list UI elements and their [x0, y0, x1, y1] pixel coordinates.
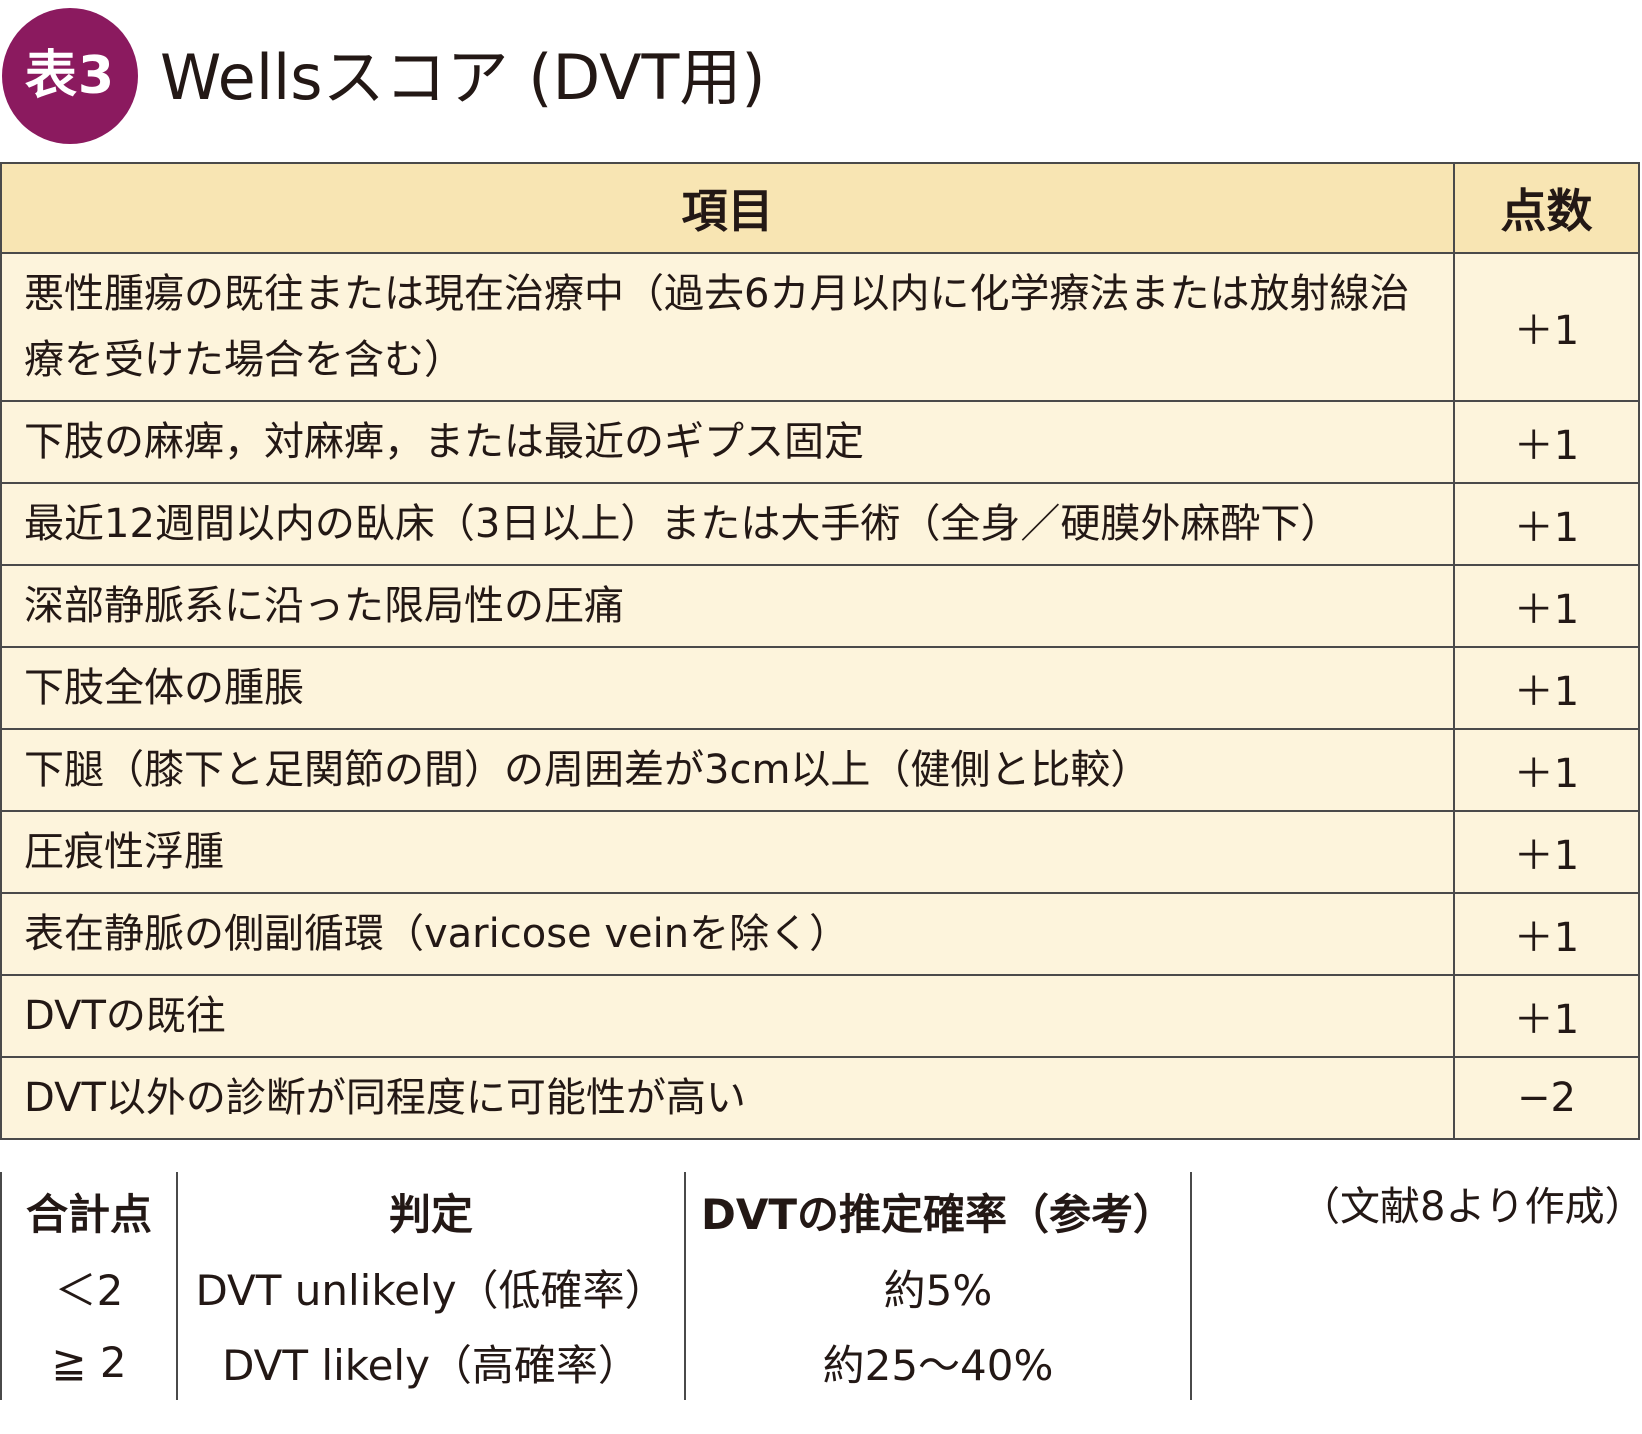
probability-header: DVTの推定確率（参考）	[685, 1172, 1192, 1250]
total-score-cell: ＜2	[0, 1250, 178, 1325]
row-points: ＋1	[1453, 646, 1640, 730]
table-row: ＜2 DVT unlikely（低確率） 約5%	[0, 1250, 1192, 1325]
table-row: 悪性腫瘍の既往または現在治療中（過去6カ月以内に化学療法または放射線治療を受けた…	[0, 252, 1640, 402]
row-points: ＋1	[1453, 728, 1640, 812]
row-points: ＋1	[1453, 252, 1640, 402]
judgement-header: 判定	[177, 1172, 686, 1250]
judgement-cell: DVT likely（高確率）	[177, 1325, 686, 1400]
probability-cell: 約5%	[685, 1250, 1192, 1325]
row-points: ＋1	[1453, 810, 1640, 894]
total-score-cell: ≧ 2	[0, 1325, 178, 1400]
row-item: 悪性腫瘍の既往または現在治療中（過去6カ月以内に化学療法または放射線治療を受けた…	[0, 252, 1455, 402]
row-points: ＋1	[1453, 974, 1640, 1058]
table-row: 下腿（膝下と足関節の間）の周囲差が3cm以上（健側と比較） ＋1	[0, 728, 1640, 812]
table-row: 下肢全体の腫脹 ＋1	[0, 646, 1640, 730]
row-item: DVT以外の診断が同程度に可能性が高い	[0, 1056, 1455, 1140]
row-points: ＋1	[1453, 892, 1640, 976]
row-points: −2	[1453, 1056, 1640, 1140]
table-header: 表3 Wellsスコア (DVT用)	[0, 8, 1642, 144]
row-item: 下腿（膝下と足関節の間）の周囲差が3cm以上（健側と比較）	[0, 728, 1455, 812]
source-citation: （文献8より作成）	[1300, 1184, 1642, 1230]
table-row: DVTの既往 ＋1	[0, 974, 1640, 1058]
item-column-header: 項目	[0, 162, 1455, 254]
row-item: 圧痕性浮腫	[0, 810, 1455, 894]
table-row: 深部静脈系に沿った限局性の圧痛 ＋1	[0, 564, 1640, 648]
table-row: ≧ 2 DVT likely（高確率） 約25〜40%	[0, 1325, 1192, 1400]
row-item: 下肢全体の腫脹	[0, 646, 1455, 730]
table-row: 最近12週間以内の臥床（3日以上）または大手術（全身／硬膜外麻酔下） ＋1	[0, 482, 1640, 566]
judgement-header-row: 合計点 判定 DVTの推定確率（参考）	[0, 1172, 1192, 1250]
table-row: 圧痕性浮腫 ＋1	[0, 810, 1640, 894]
table-title: Wellsスコア (DVT用)	[160, 41, 766, 114]
row-item: 表在静脈の側副循環（varicose veinを除く）	[0, 892, 1455, 976]
row-item: 深部静脈系に沿った限局性の圧痛	[0, 564, 1455, 648]
wells-score-table: 項目 点数 悪性腫瘍の既往または現在治療中（過去6カ月以内に化学療法または放射線…	[0, 162, 1640, 1140]
row-points: ＋1	[1453, 482, 1640, 566]
table-row: 表在静脈の側副循環（varicose veinを除く） ＋1	[0, 892, 1640, 976]
row-item: 下肢の麻痺，対麻痺，または最近のギプス固定	[0, 400, 1455, 484]
table-row: 下肢の麻痺，対麻痺，または最近のギプス固定 ＋1	[0, 400, 1640, 484]
table-number-badge: 表3	[2, 8, 138, 144]
table-row: DVT以外の診断が同程度に可能性が高い −2	[0, 1056, 1640, 1140]
points-column-header: 点数	[1453, 162, 1640, 254]
score-table-header-row: 項目 点数	[0, 162, 1640, 254]
row-item: 最近12週間以内の臥床（3日以上）または大手術（全身／硬膜外麻酔下）	[0, 482, 1455, 566]
probability-cell: 約25〜40%	[685, 1325, 1192, 1400]
row-points: ＋1	[1453, 564, 1640, 648]
row-item: DVTの既往	[0, 974, 1455, 1058]
judgement-cell: DVT unlikely（低確率）	[177, 1250, 686, 1325]
row-points: ＋1	[1453, 400, 1640, 484]
judgement-table: 合計点 判定 DVTの推定確率（参考） ＜2 DVT unlikely（低確率）…	[0, 1172, 1192, 1400]
total-score-header: 合計点	[0, 1172, 178, 1250]
